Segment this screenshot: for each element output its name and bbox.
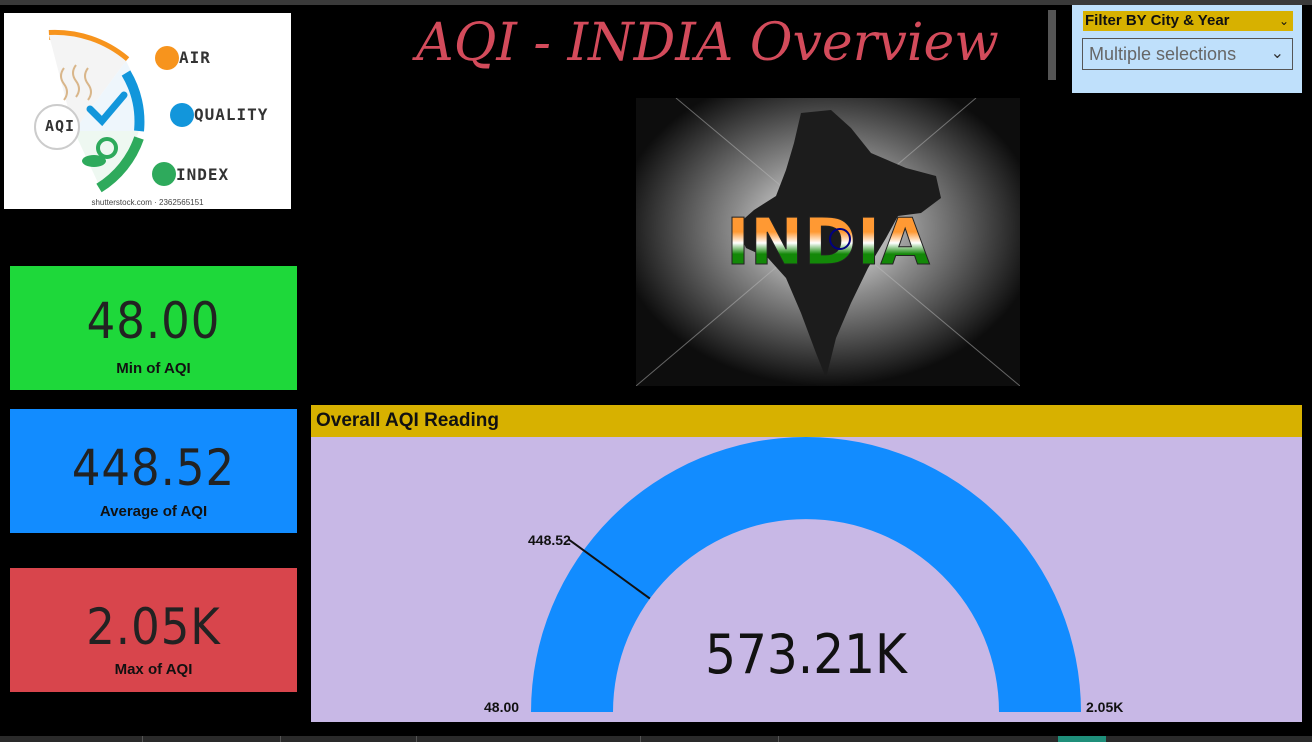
filter-dropdown[interactable]: Multiple selections ⌄ (1082, 38, 1293, 70)
kpi-avg-label: Average of AQI (99, 503, 208, 520)
dashboard-title: AQI - INDIA Overview (416, 13, 999, 73)
india-map-image: INDIA (635, 97, 1021, 387)
kpi-card-average[interactable]: 448.52 Average of AQI (10, 409, 297, 533)
overall-aqi-gauge[interactable]: Overall AQI Reading 448.52 48.00 2.05K 5… (311, 405, 1302, 722)
window-bottom-bar (0, 736, 1312, 742)
kpi-avg-value: 448.52 (71, 439, 236, 497)
chevron-down-icon[interactable]: ⌄ (1278, 14, 1289, 28)
kpi-max-label: Max of AQI (114, 661, 193, 678)
kpi-card-min[interactable]: 48.00 Min of AQI (10, 266, 297, 390)
dropdown-chevron-icon[interactable]: ⌄ (1270, 45, 1284, 62)
logo-word-air: AIR (179, 48, 211, 67)
gauge-target-label: 448.52 (528, 532, 571, 548)
title-divider (1048, 10, 1056, 80)
gauge-graphic (531, 437, 1081, 712)
kpi-min-value: 48.00 (86, 292, 221, 350)
logo-word-index: INDEX (176, 165, 230, 184)
city-year-filter-slicer[interactable]: Filter BY City & Year ⌄ Multiple selecti… (1072, 5, 1302, 93)
india-banner-text: INDIA (726, 206, 930, 280)
logo-badge-text: AQI (45, 117, 76, 135)
gauge-value: 573.21K (705, 623, 907, 686)
aqi-logo-graphic (34, 29, 194, 193)
logo-credit: shutterstock.com · 2362565151 (91, 198, 204, 207)
kpi-card-max[interactable]: 2.05K Max of AQI (10, 568, 297, 692)
aqi-logo-image: AQI AIR QUALITY INDEX shutterstock.com ·… (4, 13, 291, 209)
filter-selection-value: Multiple selections (1089, 44, 1237, 64)
gauge-max-label: 2.05K (1086, 699, 1124, 715)
gauge-target-marker (568, 538, 651, 600)
filter-header[interactable]: Filter BY City & Year ⌄ (1083, 11, 1293, 31)
filter-title: Filter BY City & Year (1085, 12, 1230, 29)
gauge-min-label: 48.00 (484, 699, 520, 715)
kpi-max-value: 2.05K (86, 598, 221, 656)
gauge-arc (531, 437, 1081, 712)
window-top-bar (0, 0, 1312, 5)
kpi-min-label: Min of AQI (116, 360, 191, 377)
india-map-graphic: INDIA (635, 97, 1021, 387)
gauge-title: Overall AQI Reading (311, 405, 1302, 437)
logo-word-quality: QUALITY (194, 105, 269, 124)
